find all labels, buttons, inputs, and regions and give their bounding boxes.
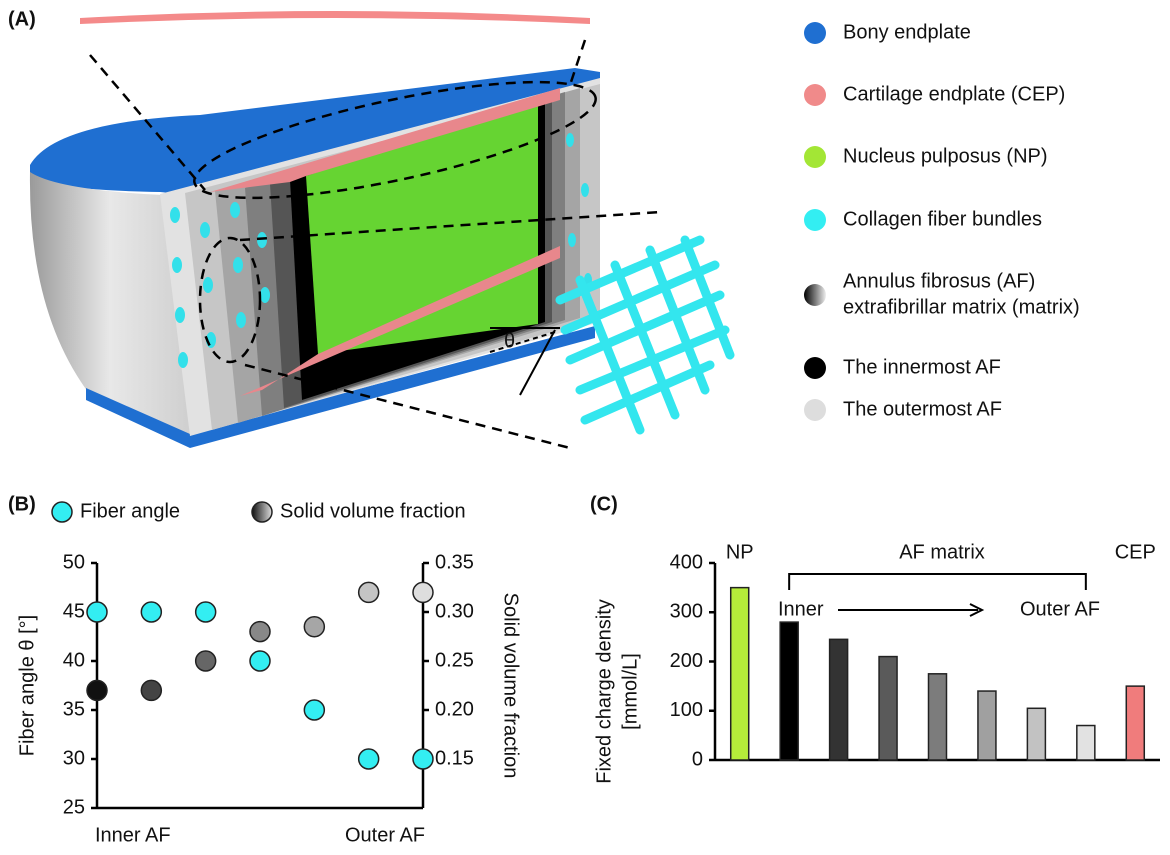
y2-tick-label: 0.15 — [435, 747, 474, 769]
legend-marker — [804, 209, 826, 231]
legend-marker — [52, 502, 72, 522]
bar — [879, 657, 897, 760]
point — [250, 622, 270, 642]
panel-label: (A) — [8, 8, 36, 30]
y2-tick-label: 0.30 — [435, 600, 474, 622]
annotation: Outer AF — [1020, 598, 1100, 620]
y-tick-label: 25 — [63, 796, 85, 818]
bar — [929, 674, 947, 760]
legend-marker — [804, 22, 826, 44]
bar — [1027, 708, 1045, 760]
y-tick-label: 50 — [63, 551, 85, 573]
annotation: AF matrix — [899, 541, 985, 563]
legend-label: Solid volume fraction — [280, 500, 466, 522]
y-tick-label: 300 — [670, 601, 703, 623]
legend-marker — [804, 146, 826, 168]
bracket — [789, 574, 1086, 590]
point — [413, 749, 433, 769]
legend-label: The innermost AF — [843, 356, 1001, 378]
fiber-dot — [170, 207, 180, 223]
y-tick-label: 45 — [63, 600, 85, 622]
legend-marker — [804, 284, 826, 306]
fiber-dot — [200, 222, 210, 238]
legend-marker — [252, 502, 272, 522]
bar — [780, 622, 798, 760]
legend-label: Fiber angle — [80, 500, 180, 522]
legend-marker — [804, 399, 826, 421]
legend-label: Nucleus pulposus (NP) — [843, 145, 1048, 167]
y-axis-label: Fiber angle θ [°] — [16, 615, 38, 756]
legend-label: The outermost AF — [843, 398, 1002, 420]
legend-marker — [804, 84, 826, 106]
y-tick-label: 400 — [670, 551, 703, 573]
legend-label: Collagen fiber bundles — [843, 208, 1042, 230]
fiber-dot — [566, 133, 574, 147]
point — [250, 651, 270, 671]
bar — [1126, 686, 1144, 760]
fiber-dot — [260, 287, 270, 303]
point — [413, 582, 433, 602]
page: {"panel_a": {"panel_label": "(A)", "thet… — [0, 0, 1170, 855]
fiber — [585, 365, 710, 420]
theta-label: θ — [504, 330, 515, 352]
point — [141, 680, 161, 700]
fiber-dot — [230, 202, 240, 218]
bar — [1077, 726, 1095, 760]
disc-diagram: θ (A) — [8, 8, 730, 448]
fiber-dot — [178, 352, 188, 368]
y-axis-label: [mmol/L] — [619, 653, 641, 730]
fiber-dot — [175, 307, 185, 323]
fiber-dot — [233, 257, 243, 273]
bar — [830, 639, 848, 760]
y2-tick-label: 0.25 — [435, 649, 474, 671]
legend-label: extrafibrillar matrix (matrix) — [843, 296, 1080, 318]
annotation: Inner — [778, 598, 824, 620]
legend-marker — [804, 357, 826, 379]
y2-tick-label: 0.20 — [435, 698, 474, 720]
y-tick-label: 40 — [63, 649, 85, 671]
cep-profile — [80, 11, 590, 24]
point — [304, 617, 324, 637]
point — [196, 602, 216, 622]
bar — [978, 691, 996, 760]
point — [359, 582, 379, 602]
legend-label: Cartilage endplate (CEP) — [843, 83, 1065, 105]
y-tick-label: 200 — [670, 650, 703, 672]
y-tick-label: 100 — [670, 699, 703, 721]
annotation: CEP — [1115, 541, 1156, 563]
panel-label: (C) — [590, 493, 618, 515]
y-tick-label: 0 — [692, 748, 703, 770]
x-tick-label: Outer AF — [345, 824, 425, 846]
annotation: NP — [726, 541, 754, 563]
legend-label: Bony endplate — [843, 21, 971, 43]
fiber-dot — [172, 257, 182, 273]
bar — [731, 588, 749, 760]
point — [196, 651, 216, 671]
y2-axis-label: Solid volume fraction — [500, 593, 522, 779]
y-tick-label: 35 — [63, 698, 85, 720]
point — [359, 749, 379, 769]
fiber-dot — [581, 183, 589, 197]
y2-tick-label: 0.35 — [435, 551, 474, 573]
point — [304, 700, 324, 720]
point — [141, 602, 161, 622]
x-tick-label: Inner AF — [95, 824, 171, 846]
point — [87, 680, 107, 700]
fiber-dot — [568, 233, 576, 247]
figure: θ (A) Bony endplate Cartilage endplate (C… — [0, 0, 1170, 855]
y-axis-label: Fixed charge density — [593, 599, 615, 784]
fiber-dot — [203, 277, 213, 293]
point — [87, 602, 107, 622]
panel-label: (B) — [8, 493, 36, 515]
fiber-dot — [236, 312, 246, 328]
legend-label: Annulus fibrosus (AF) — [843, 270, 1035, 292]
y-tick-label: 30 — [63, 747, 85, 769]
